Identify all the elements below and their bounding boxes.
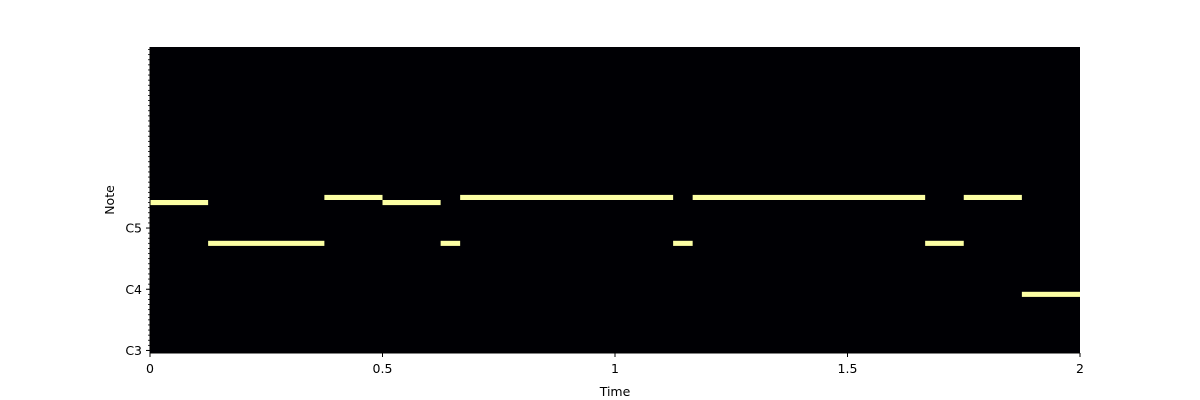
y-ticks: C3 C4 C5 — [125, 49, 150, 358]
x-tick-label: 0.5 — [373, 361, 393, 376]
note-bar — [963, 194, 1022, 200]
note-bar — [440, 240, 461, 246]
y-axis-label: Note — [102, 185, 117, 215]
note-bar — [324, 194, 383, 200]
note-bar — [673, 240, 693, 246]
note-bar — [925, 240, 964, 246]
x-tick-label: 1.5 — [838, 361, 858, 376]
note-bar — [1021, 291, 1080, 297]
note-bar — [460, 194, 674, 200]
x-axis-label: Time — [599, 384, 631, 399]
x-tick-label: 2 — [1076, 361, 1084, 376]
y-tick-label: C3 — [125, 343, 142, 358]
y-tick-label: C5 — [125, 221, 142, 236]
notes-layer — [150, 194, 1080, 297]
x-tick-label: 1 — [611, 361, 619, 376]
y-tick-label: C4 — [125, 282, 142, 297]
x-ticks: 0 0.5 1 1.5 2 — [146, 353, 1084, 376]
note-bar — [150, 200, 209, 206]
note-bar — [208, 240, 325, 246]
x-tick-label: 0 — [146, 361, 154, 376]
note-bar — [382, 200, 441, 206]
note-bar — [692, 194, 926, 200]
